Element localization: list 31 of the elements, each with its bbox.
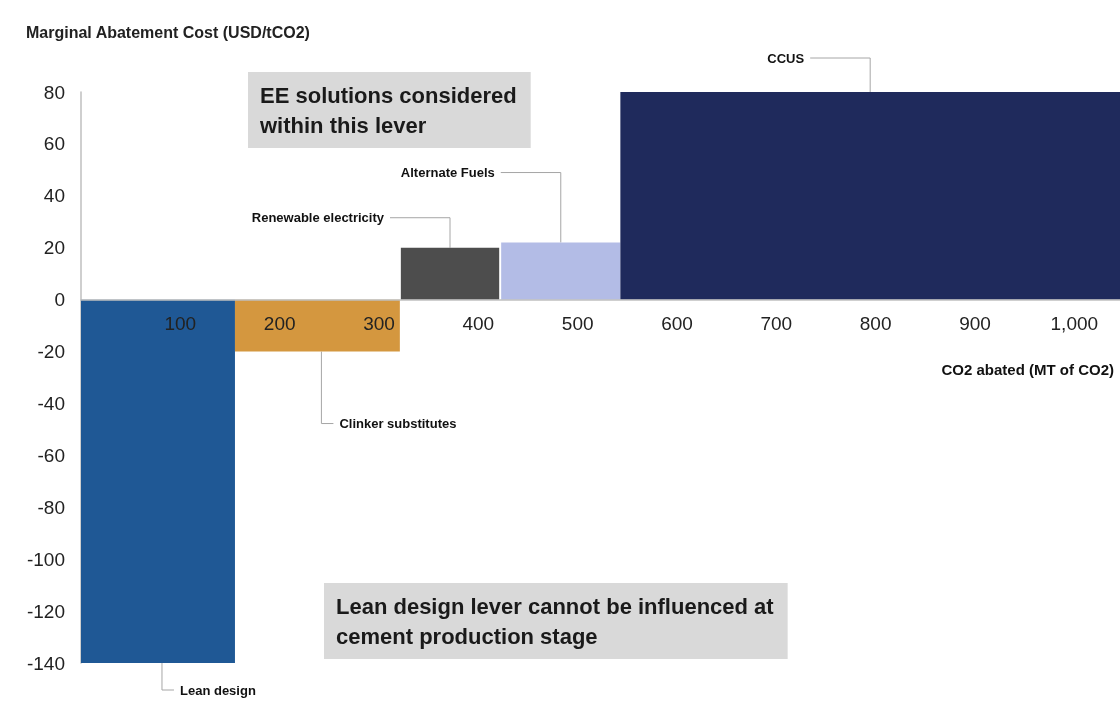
text: Clinker substitutes xyxy=(339,416,457,432)
y-tick-label: -60 xyxy=(37,444,65,466)
series-label: Lean design xyxy=(179,682,256,698)
x-tick-label: 1,000 xyxy=(1050,312,1099,334)
y-tick-label: -100 xyxy=(26,548,65,570)
y-tick-label: -140 xyxy=(26,652,65,674)
y-tick-label: 0 xyxy=(54,289,65,311)
y-tick-label: 80 xyxy=(43,81,65,103)
x-tick-label: 900 xyxy=(959,312,991,334)
x-tick-label: 200 xyxy=(263,312,296,334)
y-tick-label: -20 xyxy=(37,341,65,363)
text: Alternate Fuels xyxy=(400,165,495,181)
text: Renewable electricity xyxy=(251,210,385,226)
x-tick-label: 600 xyxy=(661,312,693,334)
text: CCUS xyxy=(767,50,805,66)
x-tick-label: 300 xyxy=(363,312,395,334)
y-tick-label: -120 xyxy=(26,600,65,622)
x-tick-label: 100 xyxy=(164,312,197,334)
y-tick-label: 40 xyxy=(43,185,65,207)
x-tick-label: 700 xyxy=(760,312,793,334)
y-tick-label: 20 xyxy=(43,237,65,259)
x-tick-label: 500 xyxy=(561,312,594,334)
y-tick-label: 60 xyxy=(43,133,65,155)
x-tick-label: 400 xyxy=(462,312,495,334)
annotation: Lean design lever cannot be influenced at cement production stage xyxy=(336,593,775,649)
annotation: EE solutions considered within this lever xyxy=(259,82,517,138)
y-axis-title: Marginal Abatement Cost (USD/tCO2) xyxy=(26,23,310,41)
x-tick-label: 800 xyxy=(859,312,892,334)
y-tick-label: -80 xyxy=(37,496,65,518)
x-axis-title: CO2 abated (MT of CO2) xyxy=(941,361,1114,379)
y-tick-label: -40 xyxy=(37,392,65,414)
